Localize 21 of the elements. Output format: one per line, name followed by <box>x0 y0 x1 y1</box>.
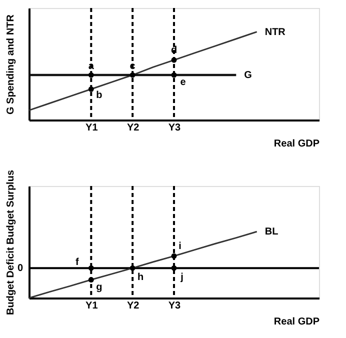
x-axis-title: Real GDP <box>274 316 320 328</box>
x-tick-label: Y3 <box>168 122 182 134</box>
series-label: NTR <box>264 26 286 38</box>
x-tick-label: Y2 <box>126 300 140 312</box>
series-label: G <box>244 70 252 82</box>
annotation: e <box>180 77 186 88</box>
x-tick-label: Y1 <box>86 300 98 312</box>
annotation: j <box>180 272 184 284</box>
series-label: BL <box>264 226 278 238</box>
y-axis-title: G Spending and NTR <box>6 14 16 114</box>
ref-line-label: 0 <box>17 263 24 274</box>
x-tick-label: Y2 <box>126 122 140 134</box>
annotation: g <box>96 282 102 293</box>
x-tick-label: Y1 <box>86 122 98 134</box>
x-tick-label: Y3 <box>168 300 182 312</box>
annotation: h <box>138 272 144 284</box>
annotation: b <box>96 90 102 102</box>
y-axis-title: Budget Deficit Budget Surplus <box>6 170 16 315</box>
annotation: f <box>75 257 80 268</box>
annotation: i <box>178 241 182 252</box>
x-axis-title: Real GDP <box>274 138 320 150</box>
